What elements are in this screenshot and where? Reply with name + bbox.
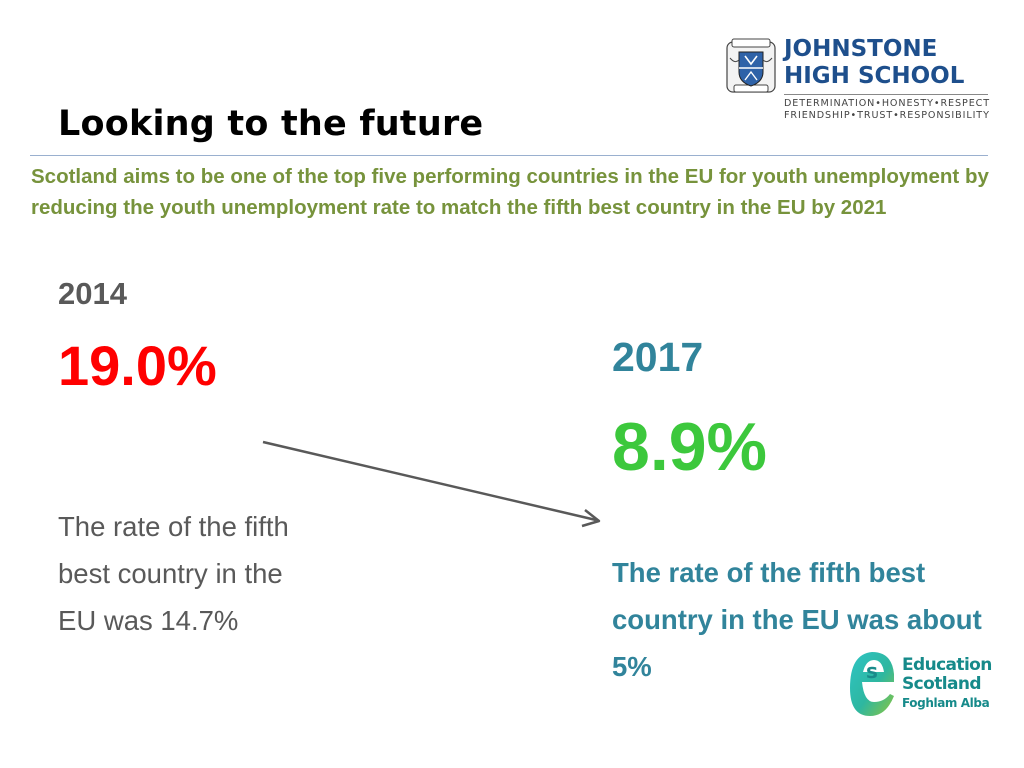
school-crest-icon [726, 38, 776, 93]
school-motto: DETERMINATION•HONESTY•RESPECT FRIENDSHIP… [784, 98, 990, 122]
school-name-line2: HIGH SCHOOL [784, 63, 965, 89]
education-scotland-line1: Education [902, 655, 992, 675]
year-2014-label: 2014 [58, 276, 127, 311]
johnstone-high-school-logo: JOHNSTONE HIGH SCHOOL DETERMINATION•HONE… [726, 36, 992, 126]
slide-subtitle: Scotland aims to be one of the top five … [31, 165, 989, 219]
school-motto-line1: DETERMINATION•HONESTY•RESPECT [784, 98, 991, 109]
slide-title: Looking to the future [58, 104, 484, 144]
education-scotland-e-icon: s [850, 652, 894, 716]
school-logo-divider [784, 94, 988, 95]
year-2017-label: 2017 [612, 334, 704, 380]
rate-2017-value: 8.9% [612, 409, 767, 485]
rate-2014-value: 19.0% [58, 334, 217, 397]
fifth-best-2014-note: The rate of the fifth best country in th… [58, 511, 289, 636]
fifth-best-2017-note: The rate of the fifth best country in th… [612, 557, 982, 682]
school-name: JOHNSTONE HIGH SCHOOL [784, 36, 964, 90]
school-name-line1: JOHNSTONE [784, 36, 938, 62]
school-motto-line2: FRIENDSHIP•TRUST•RESPONSIBILITY [784, 110, 990, 121]
education-scotland-line2: Scotland [902, 674, 982, 694]
education-scotland-logo: s Education Scotland Foghlam Alba [846, 648, 992, 723]
title-divider [30, 155, 988, 156]
svg-text:s: s [866, 659, 878, 683]
foghlam-alba-label: Foghlam Alba [902, 696, 990, 710]
education-scotland-name: Education Scotland [902, 656, 992, 694]
